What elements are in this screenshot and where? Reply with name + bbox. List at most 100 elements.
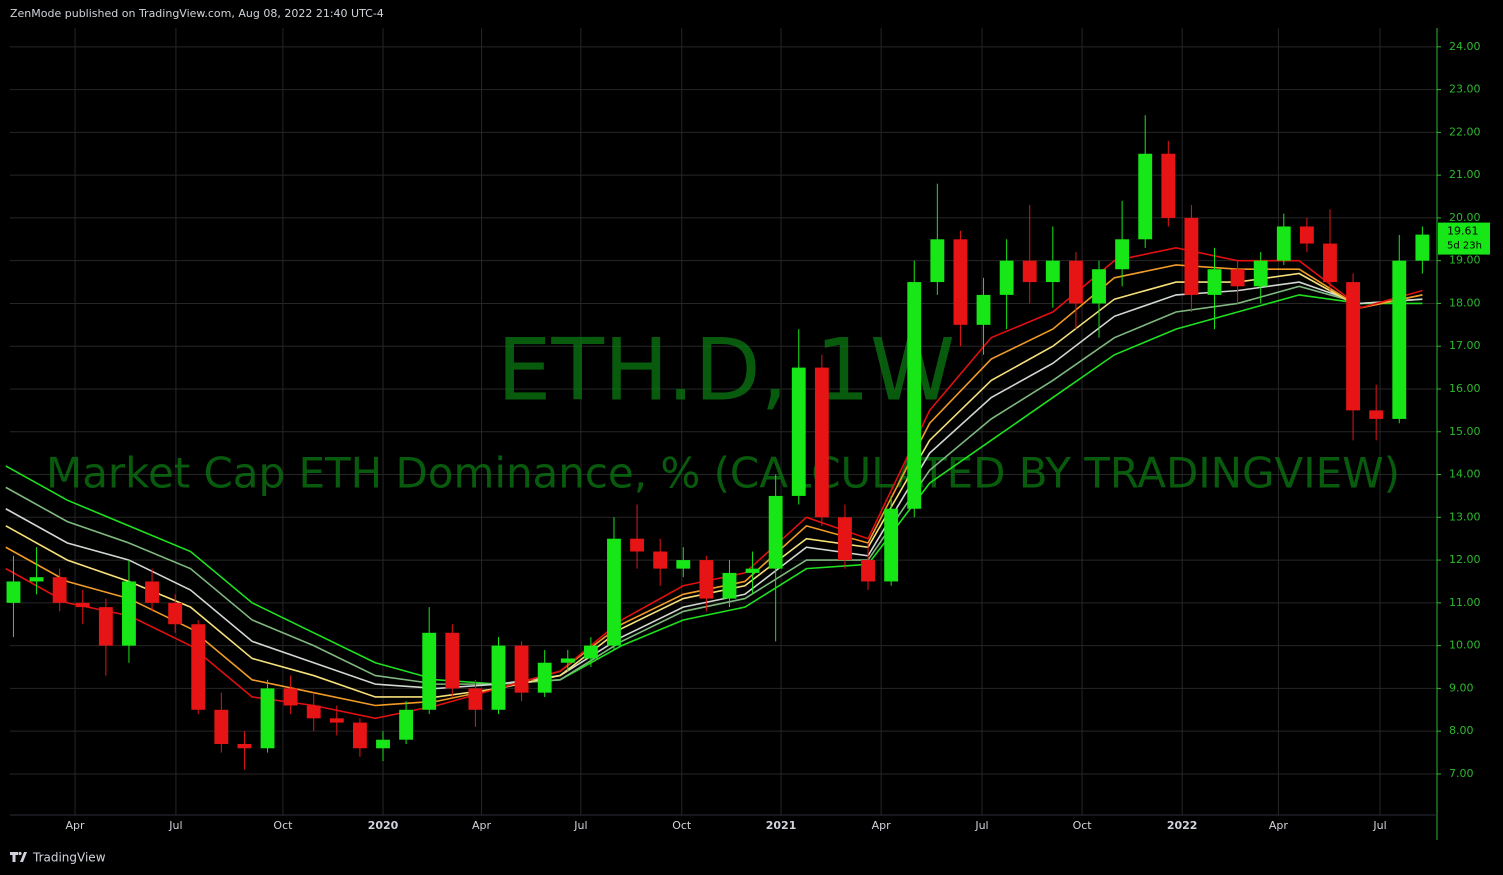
ribbon-line bbox=[5, 285, 1423, 685]
candle-body bbox=[1068, 260, 1083, 304]
candle-body bbox=[98, 607, 113, 646]
candle-body bbox=[560, 658, 575, 663]
x-tick-label: 2021 bbox=[766, 819, 797, 832]
candle-body bbox=[306, 705, 321, 719]
candle-body bbox=[1022, 260, 1037, 283]
candle-body bbox=[814, 367, 829, 518]
y-tick-label: 9.00 bbox=[1449, 681, 1474, 694]
candle-body bbox=[653, 551, 668, 569]
candle-body bbox=[676, 560, 691, 569]
candle-body bbox=[583, 645, 598, 659]
y-tick-label: 23.00 bbox=[1449, 83, 1481, 96]
candle-body bbox=[1045, 260, 1060, 283]
candle-body bbox=[1369, 410, 1384, 419]
candle-body bbox=[745, 568, 760, 573]
y-tick-label: 21.00 bbox=[1449, 168, 1481, 181]
candle-body bbox=[537, 662, 552, 693]
candle-body bbox=[122, 581, 136, 646]
y-tick-label: 7.00 bbox=[1449, 767, 1474, 780]
candle-body bbox=[768, 495, 783, 569]
y-tick-label: 18.00 bbox=[1449, 296, 1481, 309]
header: ZenMode published on TradingView.com, Au… bbox=[10, 7, 384, 20]
candle-body bbox=[1115, 239, 1130, 270]
y-tick-label: 22.00 bbox=[1449, 125, 1481, 138]
candle-body bbox=[699, 560, 714, 599]
candle-body bbox=[630, 538, 645, 552]
candle-body bbox=[445, 632, 460, 689]
x-tick-label: Jul bbox=[573, 819, 587, 832]
x-tick-label: Apr bbox=[472, 819, 492, 832]
y-tick-label: 11.00 bbox=[1449, 596, 1481, 609]
candle-body bbox=[376, 739, 390, 749]
candle-body bbox=[168, 602, 183, 625]
candle-body bbox=[1415, 234, 1430, 261]
candle-body bbox=[399, 709, 414, 740]
x-tick-label: Apr bbox=[66, 819, 86, 832]
candle-body bbox=[1161, 153, 1176, 218]
candle-body bbox=[1138, 153, 1153, 240]
y-tick-label: 14.00 bbox=[1449, 468, 1481, 481]
candle-body bbox=[1392, 260, 1407, 419]
candle-body bbox=[514, 645, 529, 693]
y-tick-label: 24.00 bbox=[1449, 40, 1481, 53]
x-tick-label: Jul bbox=[974, 819, 988, 832]
y-tick-label: 15.00 bbox=[1449, 425, 1481, 438]
x-tick-label: 2022 bbox=[1167, 819, 1198, 832]
y-tick-label: 20.00 bbox=[1449, 211, 1481, 224]
candle-body bbox=[1299, 226, 1314, 244]
candle-body bbox=[607, 538, 621, 646]
watermark-title: ETH.D, 1W bbox=[497, 320, 955, 420]
candle-body bbox=[283, 688, 298, 706]
candle-body bbox=[1276, 226, 1291, 261]
y-tick-label: 13.00 bbox=[1449, 510, 1481, 523]
candle-body bbox=[237, 743, 252, 749]
candle-body bbox=[1184, 217, 1199, 295]
candle-body bbox=[75, 602, 90, 608]
x-tick-label: Jul bbox=[1372, 819, 1386, 832]
candle-body bbox=[422, 632, 437, 710]
x-tick-label: Oct bbox=[273, 819, 293, 832]
candle-body bbox=[884, 508, 899, 582]
candle-body bbox=[1092, 269, 1106, 304]
x-tick-label: Apr bbox=[1269, 819, 1289, 832]
candle-body bbox=[1230, 269, 1245, 287]
candle-body bbox=[861, 560, 875, 582]
y-tick-label: 17.00 bbox=[1449, 339, 1481, 352]
y-tick-label: 12.00 bbox=[1449, 553, 1481, 566]
watermark-subtitle: Market Cap ETH Dominance, % (CALCULATED … bbox=[46, 449, 1400, 498]
footer-brand: TradingView bbox=[32, 851, 106, 865]
marks bbox=[5, 115, 1430, 770]
y-tick-label: 8.00 bbox=[1449, 724, 1474, 737]
candle-body bbox=[6, 581, 21, 603]
y-tick-label: 10.00 bbox=[1449, 639, 1481, 652]
candle-body bbox=[791, 367, 806, 496]
candle-body bbox=[930, 239, 945, 283]
candle-body bbox=[52, 577, 67, 603]
candle-body bbox=[191, 624, 206, 710]
candle-body bbox=[1253, 260, 1268, 287]
ribbon-line bbox=[5, 294, 1423, 685]
candle-body bbox=[1207, 269, 1222, 295]
grid bbox=[10, 28, 1437, 815]
candle-body bbox=[260, 688, 275, 749]
x-tick-label: Jul bbox=[168, 819, 182, 832]
price-tag-label: 19.61 bbox=[1447, 225, 1479, 238]
candle-body bbox=[976, 294, 991, 325]
candle-body bbox=[214, 709, 229, 744]
candle-body bbox=[999, 260, 1014, 295]
candle-body bbox=[468, 688, 483, 710]
candle-body bbox=[329, 718, 344, 723]
candle-body bbox=[352, 722, 367, 749]
y-tick-label: 19.00 bbox=[1449, 254, 1481, 267]
axes: 7.00 8.00 9.00 10.00 11.00 12.00 13.00 14.00 15.… bbox=[66, 40, 1490, 832]
candle-body bbox=[722, 572, 737, 599]
x-tick-label: Apr bbox=[872, 819, 892, 832]
footer-logo bbox=[10, 851, 27, 862]
candle-body bbox=[1323, 243, 1337, 283]
countdown-label: 5d 23h bbox=[1447, 241, 1482, 252]
candle-body bbox=[491, 645, 506, 710]
candle-body bbox=[145, 581, 159, 603]
